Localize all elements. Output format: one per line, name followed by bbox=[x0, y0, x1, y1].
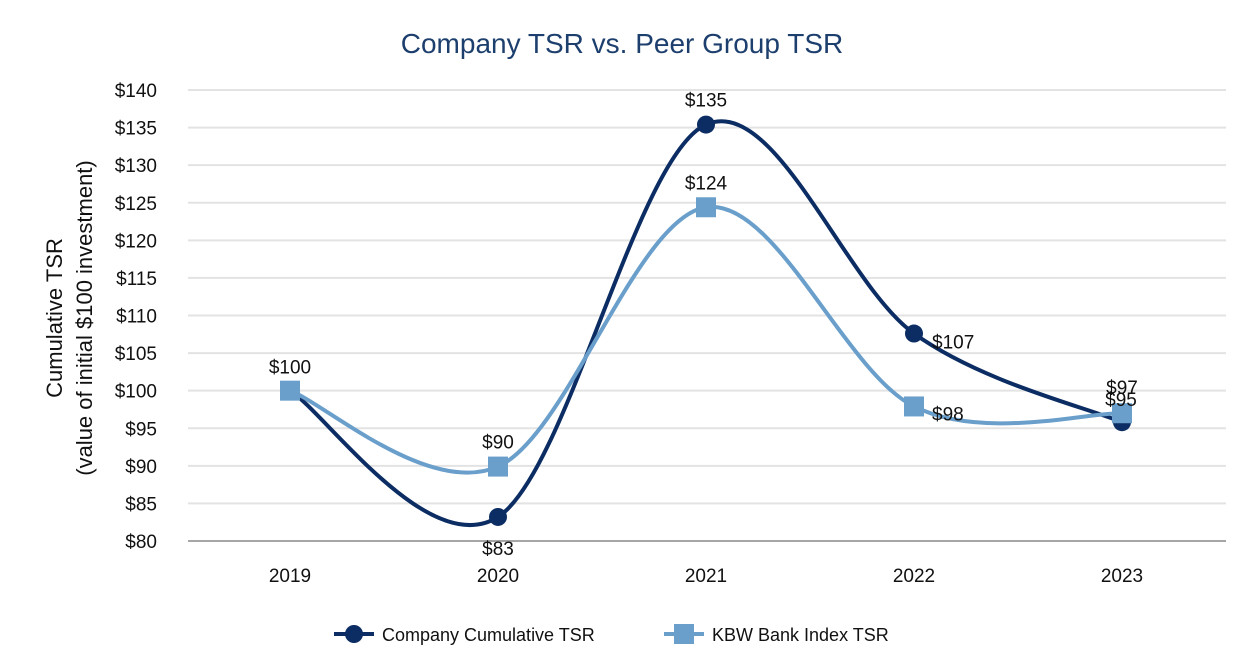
y-tick-label: $110 bbox=[116, 307, 157, 328]
company-tsr-point bbox=[489, 507, 507, 526]
x-axis-ticks: 2019 2020 2021 2022 2023 bbox=[269, 566, 1143, 587]
x-tick-label: 2023 bbox=[1101, 566, 1143, 587]
y-axis-ticks: $80 $85 $90 $95 $100 $105 $110 $115 $120 $125 $130… bbox=[115, 81, 157, 553]
y-tick-label: $130 bbox=[115, 156, 157, 177]
y-tick-label: $135 bbox=[115, 119, 157, 140]
legend-label-company: Company Cumulative TSR bbox=[382, 625, 595, 645]
legend-marker-kbw bbox=[674, 624, 694, 644]
kbw-tsr-point bbox=[280, 380, 300, 401]
y-tick-label: $105 bbox=[115, 344, 157, 365]
company-data-label: $83 bbox=[482, 539, 514, 560]
kbw-tsr-point bbox=[696, 197, 716, 218]
legend: Company Cumulative TSR KBW Bank Index TS… bbox=[334, 624, 889, 645]
y-axis-label-line2: (value of initial $100 investment) bbox=[72, 160, 97, 476]
kbw-tsr-point bbox=[1112, 403, 1132, 424]
company-data-label: $107 bbox=[932, 333, 974, 354]
y-tick-label: $95 bbox=[125, 419, 157, 440]
kbw-tsr-point bbox=[488, 456, 508, 477]
company-tsr-line bbox=[288, 119, 1123, 527]
kbw-tsr-point bbox=[904, 396, 924, 417]
y-tick-label: $140 bbox=[115, 81, 157, 102]
x-tick-label: 2022 bbox=[893, 566, 935, 587]
kbw-data-label: $97 bbox=[1106, 378, 1138, 399]
kbw-data-label: $100 bbox=[269, 358, 311, 379]
data-labels: $83 $135 $107 $95 $100 $90 $124 $98 $97 bbox=[269, 91, 1138, 560]
legend-marker-company bbox=[345, 625, 363, 643]
y-tick-label: $90 bbox=[125, 457, 157, 478]
company-data-label: $135 bbox=[685, 91, 727, 112]
chart-title: Company TSR vs. Peer Group TSR bbox=[401, 28, 843, 59]
y-tick-label: $100 bbox=[115, 382, 157, 403]
kbw-data-label: $90 bbox=[482, 433, 514, 454]
company-tsr-point bbox=[697, 115, 715, 134]
gridlines bbox=[188, 89, 1226, 542]
y-axis-label-line1: Cumulative TSR bbox=[42, 238, 67, 398]
y-tick-label: $80 bbox=[125, 532, 157, 553]
y-tick-label: $125 bbox=[115, 194, 157, 215]
x-tick-label: 2020 bbox=[477, 566, 519, 587]
legend-label-kbw: KBW Bank Index TSR bbox=[712, 625, 889, 645]
series-lines bbox=[280, 115, 1132, 527]
y-tick-label: $115 bbox=[116, 269, 157, 290]
x-tick-label: 2021 bbox=[685, 566, 727, 587]
company-data-label: $95 bbox=[1105, 390, 1137, 411]
company-tsr-point bbox=[905, 324, 923, 343]
kbw-data-label: $124 bbox=[685, 173, 728, 194]
kbw-tsr-line bbox=[289, 205, 1123, 475]
y-tick-label: $85 bbox=[125, 494, 157, 515]
y-tick-label: $120 bbox=[115, 231, 157, 252]
x-tick-label: 2019 bbox=[269, 566, 311, 587]
kbw-data-label: $98 bbox=[932, 404, 964, 425]
